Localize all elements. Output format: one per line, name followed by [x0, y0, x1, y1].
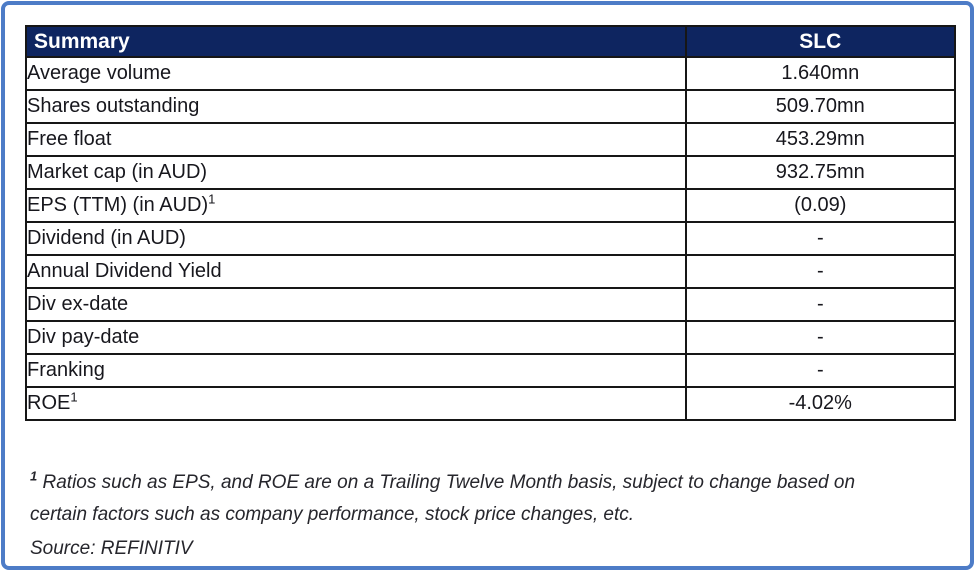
row-label: Annual Dividend Yield: [25, 254, 687, 289]
row-label: EPS (TTM) (in AUD)1: [25, 188, 687, 223]
footnote-text: Ratios such as EPS, and ROE are on a Tra…: [30, 472, 856, 525]
row-value: -: [684, 221, 957, 256]
summary-table: Summary SLC Average volume 1.640mn Share…: [25, 25, 957, 421]
row-value: 453.29mn: [684, 122, 957, 157]
table-row-shares-outstanding: Shares outstanding 509.70mn: [25, 89, 957, 124]
row-label: Market cap (in AUD): [25, 155, 687, 190]
row-value: (0.09): [684, 188, 957, 223]
table-header-ticker: SLC: [684, 25, 957, 58]
row-value: -: [684, 287, 957, 322]
table-row-franking: Franking -: [25, 353, 957, 388]
row-value: -4.02%: [684, 386, 957, 421]
table-header-summary: Summary: [25, 25, 687, 58]
table-row-div-pay-date: Div pay-date -: [25, 320, 957, 355]
table-row-eps: EPS (TTM) (in AUD)1 (0.09): [25, 188, 957, 223]
row-value: 932.75mn: [684, 155, 957, 190]
table-row-average-volume: Average volume 1.640mn: [25, 56, 957, 91]
footnote-marker: 1: [70, 389, 78, 405]
footnote-marker: 1: [208, 191, 216, 207]
source-note: Source: REFINITIV: [30, 538, 193, 559]
footnote-superscript: 1: [30, 468, 38, 484]
row-value: -: [684, 254, 957, 289]
table-row-free-float: Free float 453.29mn: [25, 122, 957, 157]
table-row-div-ex-date: Div ex-date -: [25, 287, 957, 322]
row-label: Dividend (in AUD): [25, 221, 687, 256]
row-label: Average volume: [25, 56, 687, 91]
table-row-roe: ROE1 -4.02%: [25, 386, 957, 421]
row-value: 509.70mn: [684, 89, 957, 124]
row-value: -: [684, 320, 957, 355]
row-label: ROE1: [25, 386, 687, 421]
row-label: Shares outstanding: [25, 89, 687, 124]
row-value: 1.640mn: [684, 56, 957, 91]
row-value: -: [684, 353, 957, 388]
row-label: Franking: [25, 353, 687, 388]
table-row-dividend: Dividend (in AUD) -: [25, 221, 957, 256]
table-row-annual-dividend-yield: Annual Dividend Yield -: [25, 254, 957, 289]
footnote: 1 Ratios such as EPS, and ROE are on a T…: [30, 467, 915, 531]
table-row-market-cap: Market cap (in AUD) 932.75mn: [25, 155, 957, 190]
table-header-row: Summary SLC: [25, 25, 957, 58]
row-label: Free float: [25, 122, 687, 157]
row-label: Div ex-date: [25, 287, 687, 322]
row-label: Div pay-date: [25, 320, 687, 355]
